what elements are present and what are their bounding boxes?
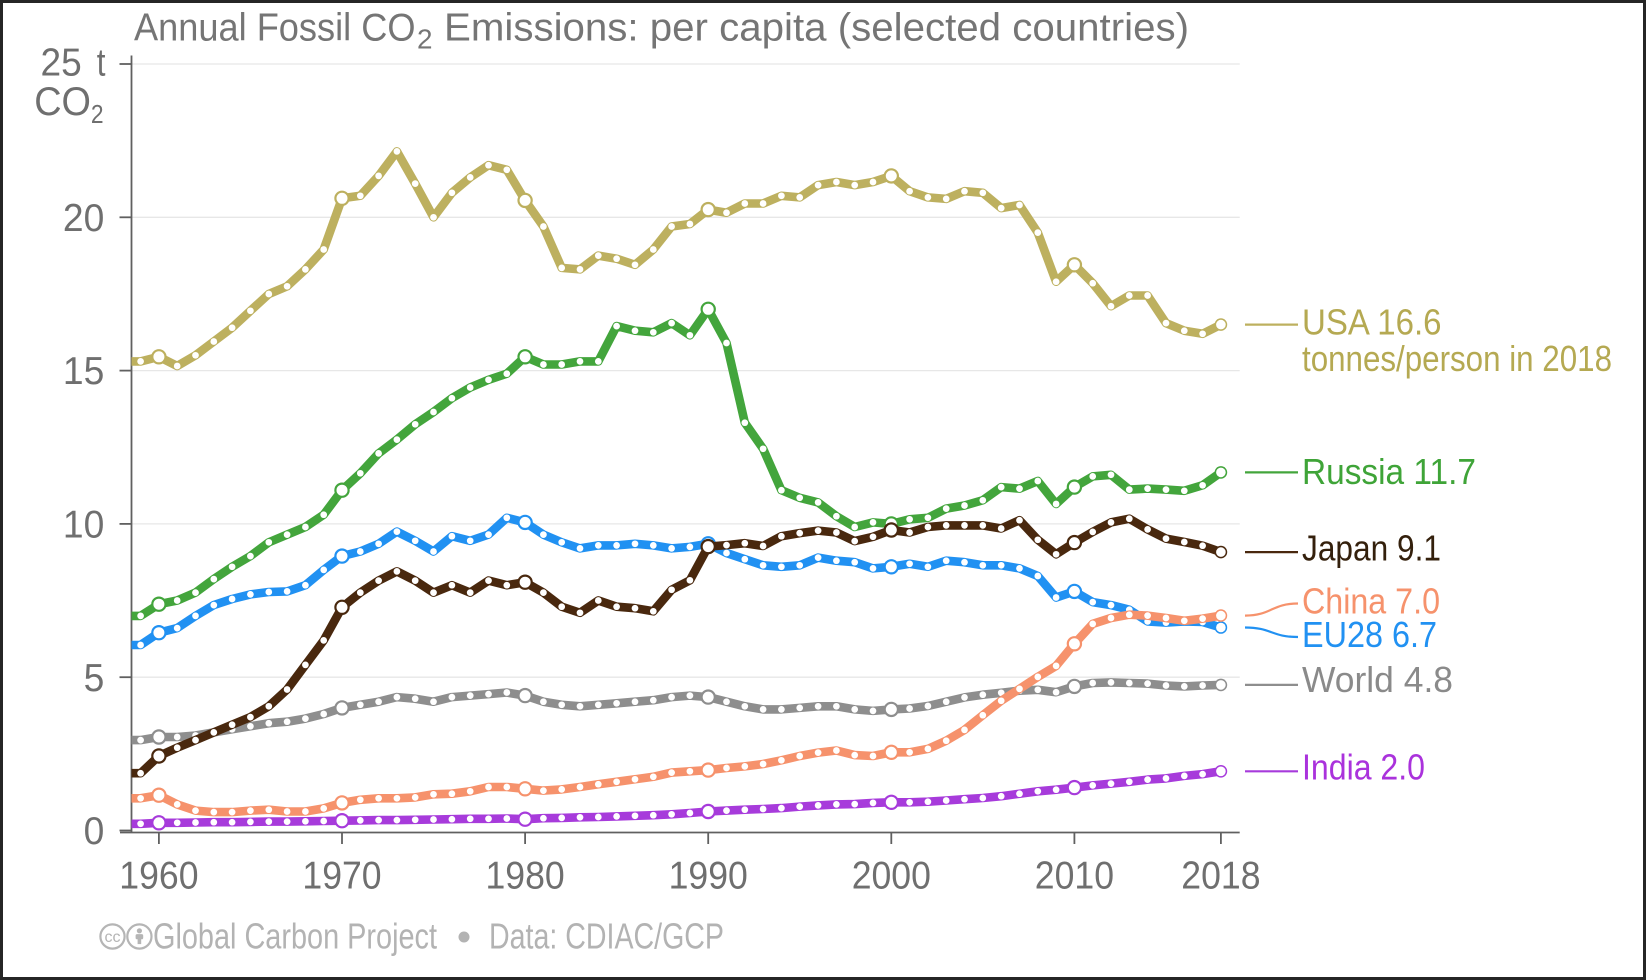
- svg-text:15: 15: [63, 350, 104, 393]
- svg-text:India 2.0: India 2.0: [1302, 746, 1425, 787]
- svg-text:EU28 6.7: EU28 6.7: [1302, 614, 1437, 655]
- svg-text:2: 2: [91, 99, 104, 129]
- svg-text:cc: cc: [105, 929, 121, 946]
- svg-text:Emissions: per capita (selecte: Emissions: per capita (selected countrie…: [444, 7, 1189, 50]
- svg-text:USA 16.6: USA 16.6: [1302, 301, 1442, 342]
- svg-text:Data: CDIAC/GCP: Data: CDIAC/GCP: [489, 916, 724, 957]
- svg-text:2018: 2018: [1181, 854, 1260, 897]
- svg-text:CO: CO: [34, 80, 91, 124]
- svg-text:Russia 11.7: Russia 11.7: [1302, 451, 1476, 492]
- svg-text:World 4.8: World 4.8: [1302, 659, 1453, 700]
- svg-text:0: 0: [84, 810, 105, 853]
- svg-text:2010: 2010: [1035, 854, 1114, 897]
- svg-text:China 7.0: China 7.0: [1302, 580, 1440, 621]
- svg-text:Annual Fossil CO: Annual Fossil CO: [134, 7, 416, 50]
- svg-text:2000: 2000: [852, 854, 931, 897]
- svg-text:Japan 9.1: Japan 9.1: [1302, 527, 1441, 568]
- svg-text:10: 10: [63, 504, 104, 547]
- svg-text:1960: 1960: [119, 854, 198, 897]
- svg-text:20: 20: [63, 197, 104, 240]
- svg-text:Global Carbon Project: Global Carbon Project: [153, 916, 437, 957]
- svg-text:1980: 1980: [486, 854, 565, 897]
- svg-text:2: 2: [417, 24, 433, 55]
- svg-text:1970: 1970: [302, 854, 381, 897]
- svg-text:1990: 1990: [669, 854, 748, 897]
- svg-text:t: t: [97, 41, 106, 84]
- svg-text:5: 5: [84, 657, 105, 700]
- svg-text:tonnes/person in 2018: tonnes/person in 2018: [1302, 338, 1612, 379]
- svg-text:25: 25: [41, 41, 82, 84]
